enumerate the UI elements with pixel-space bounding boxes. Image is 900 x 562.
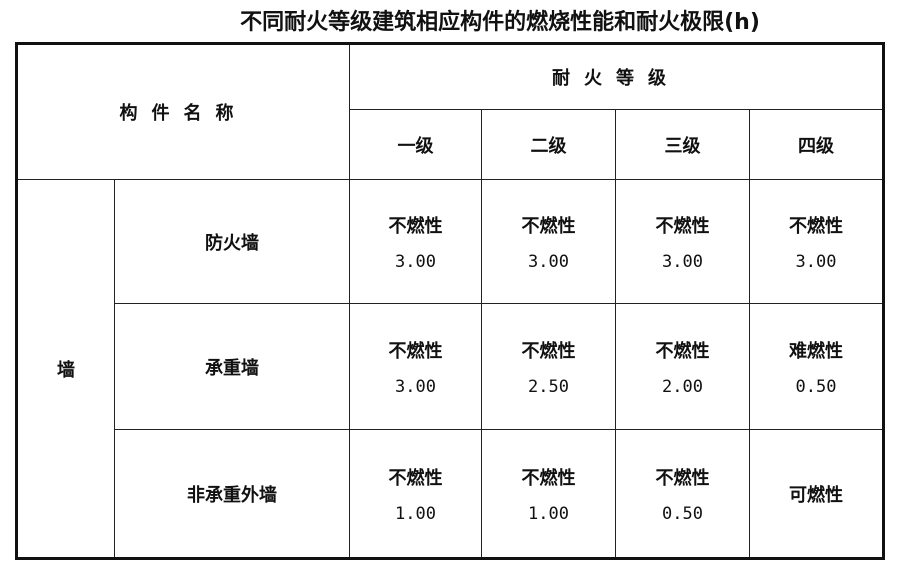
row-name: 非承重外墙 [114, 429, 350, 559]
material: 不燃性 [789, 215, 843, 237]
material: 不燃性 [655, 340, 710, 362]
material: 可燃性 [789, 484, 843, 506]
table-row: 承重墙 不燃性 3.00 不燃性 2.50 不燃性 2.00 难燃性 0.50 [17, 303, 884, 430]
cell: 不燃性 3.00 [481, 179, 616, 304]
material: 不燃性 [388, 215, 443, 237]
cell: 不燃性 3.00 [349, 303, 482, 430]
table-title: 不同耐火等级建筑相应构件的燃烧性能和耐火极限(h) [240, 10, 760, 35]
material: 不燃性 [388, 340, 443, 362]
limit: 3.00 [395, 251, 436, 272]
limit: 3.00 [528, 251, 569, 272]
cell: 不燃性 1.00 [349, 429, 482, 559]
limit: 3.00 [795, 251, 837, 272]
cell: 不燃性 2.50 [481, 303, 616, 430]
limit: 0.50 [795, 376, 837, 397]
cell: 不燃性 3.00 [615, 179, 750, 304]
material: 不燃性 [521, 467, 576, 489]
cell: 不燃性 2.00 [615, 303, 750, 430]
group-label: 墙 [16, 179, 115, 559]
component-name-header: 构件名称 [16, 43, 350, 180]
level-header: 三级 [615, 109, 750, 180]
table-row: 墙 防火墙 不燃性 3.00 不燃性 3.00 不燃性 3.00 不燃性 3.00 [16, 179, 884, 559]
limit: 3.00 [662, 251, 703, 272]
table-row: 非承重外墙 不燃性 1.00 不燃性 1.00 不燃性 0.50 可燃性 [17, 429, 884, 559]
material: 不燃性 [521, 215, 576, 237]
fire-rating-table: 构件名称 耐火等级 一级 二级 三级 四级 墙 防火墙 不燃性 3.00 不燃性 3… [15, 42, 885, 560]
level-header: 二级 [481, 109, 616, 180]
limit: 2.00 [662, 376, 703, 397]
cell: 不燃性 3.00 [749, 179, 884, 304]
limit: 1.00 [528, 503, 569, 524]
cell: 可燃性 [749, 429, 884, 559]
limit: 3.00 [395, 376, 436, 397]
limit: 1.00 [395, 503, 436, 524]
fire-rating-header: 耐火等级 [349, 43, 884, 110]
row-name: 防火墙 [114, 179, 350, 304]
cell: 不燃性 3.00 [349, 179, 482, 304]
material: 不燃性 [521, 340, 576, 362]
row-name: 承重墙 [114, 303, 350, 430]
limit: 2.50 [528, 376, 569, 397]
cell: 不燃性 1.00 [481, 429, 616, 559]
level-header: 四级 [749, 109, 884, 180]
level-header: 一级 [349, 109, 482, 180]
material: 难燃性 [789, 340, 843, 362]
limit: 0.50 [662, 503, 703, 524]
cell: 难燃性 0.50 [749, 303, 884, 430]
material: 不燃性 [655, 467, 710, 489]
material: 不燃性 [388, 467, 443, 489]
material: 不燃性 [655, 215, 710, 237]
cell: 不燃性 0.50 [615, 429, 750, 559]
